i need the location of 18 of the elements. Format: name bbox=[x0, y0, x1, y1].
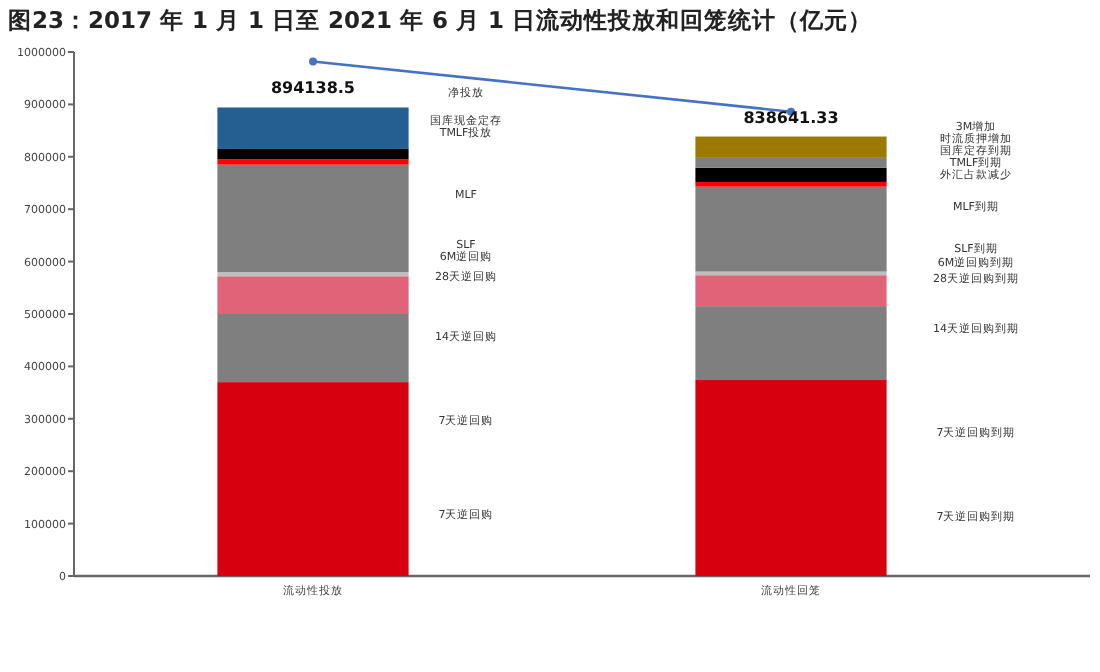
bar bbox=[695, 275, 887, 307]
bar bbox=[695, 380, 887, 576]
bar bbox=[695, 157, 887, 168]
bar bbox=[217, 107, 409, 149]
total-label: 838641.33 bbox=[743, 108, 839, 127]
bar bbox=[695, 306, 887, 381]
bar bbox=[217, 276, 409, 314]
bar bbox=[217, 382, 409, 576]
bar bbox=[217, 164, 409, 273]
bar bbox=[695, 186, 887, 272]
bar bbox=[695, 181, 887, 187]
bar bbox=[217, 148, 409, 160]
chart-title: 图23：2017 年 1 月 1 日至 2021 年 6 月 1 日流动性投放和回笼统计（亿元） bbox=[8, 6, 873, 34]
bar bbox=[217, 314, 409, 383]
total-label: 894138.5 bbox=[270, 79, 356, 98]
bar bbox=[217, 159, 409, 165]
bar bbox=[695, 136, 887, 158]
bar bbox=[695, 167, 887, 182]
